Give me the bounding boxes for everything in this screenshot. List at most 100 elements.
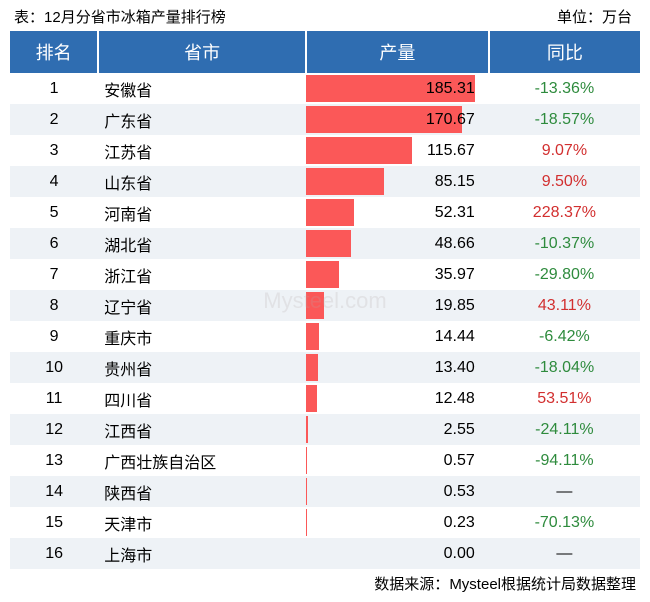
cell-yoy: — — [489, 476, 640, 507]
cell-output: 35.97 — [306, 259, 489, 290]
output-value: 0.57 — [444, 452, 475, 469]
cell-rank: 9 — [10, 321, 98, 352]
cell-rank: 1 — [10, 73, 98, 104]
cell-province: 广西壮族自治区 — [98, 445, 306, 476]
cell-yoy: -29.80% — [489, 259, 640, 290]
output-bar — [306, 261, 339, 288]
output-value: 0.53 — [444, 483, 475, 500]
table-row: 6湖北省48.66-10.37% — [10, 228, 640, 259]
cell-output: 12.48 — [306, 383, 489, 414]
cell-output: 0.23 — [306, 507, 489, 538]
cell-province: 天津市 — [98, 507, 306, 538]
cell-yoy: -13.36% — [489, 73, 640, 104]
cell-output: 14.44 — [306, 321, 489, 352]
table-row: 3江苏省115.679.07% — [10, 135, 640, 166]
cell-output: 85.15 — [306, 166, 489, 197]
cell-rank: 11 — [10, 383, 98, 414]
output-value: 35.97 — [435, 266, 475, 283]
cell-province: 陕西省 — [98, 476, 306, 507]
cell-yoy: 53.51% — [489, 383, 640, 414]
cell-province: 四川省 — [98, 383, 306, 414]
cell-rank: 12 — [10, 414, 98, 445]
table-header-row: 排名 省市 产量 同比 — [10, 31, 640, 73]
footer-bar: 数据来源：Mysteel根据统计局数据整理 — [0, 569, 650, 602]
unit-label: 单位：万台 — [557, 6, 632, 27]
cell-rank: 8 — [10, 290, 98, 321]
output-bar — [306, 230, 350, 257]
output-value: 19.85 — [435, 297, 475, 314]
header-bar: 表：12月分省市冰箱产量排行榜 单位：万台 — [0, 0, 650, 31]
cell-province: 安徽省 — [98, 73, 306, 104]
output-value: 85.15 — [435, 173, 475, 190]
output-bar — [306, 447, 307, 474]
cell-province: 上海市 — [98, 538, 306, 569]
col-header-yoy: 同比 — [489, 31, 640, 73]
table-row: 9重庆市 14.44 -6.42% — [10, 321, 640, 352]
cell-province: 江西省 — [98, 414, 306, 445]
cell-output: 0.53 — [306, 476, 489, 507]
col-header-rank: 排名 — [10, 31, 98, 73]
cell-yoy: -94.11% — [489, 445, 640, 476]
cell-yoy: -6.42% — [489, 321, 640, 352]
table-row: 11四川省 12.48 53.51% — [10, 383, 640, 414]
cell-rank: 3 — [10, 135, 98, 166]
cell-rank: 15 — [10, 507, 98, 538]
cell-output: 19.85 — [306, 290, 489, 321]
title-prefix: 表： — [14, 9, 44, 26]
cell-province: 江苏省 — [98, 135, 306, 166]
table-row: 2广东省 170.67 -18.57% — [10, 104, 640, 135]
cell-rank: 2 — [10, 104, 98, 135]
cell-output: 48.66 — [306, 228, 489, 259]
cell-rank: 7 — [10, 259, 98, 290]
cell-output: 52.31 — [306, 197, 489, 228]
source-text: Mysteel根据统计局数据整理 — [449, 576, 636, 593]
cell-rank: 14 — [10, 476, 98, 507]
output-value: 115.67 — [427, 142, 475, 159]
source-prefix: 数据来源： — [374, 576, 449, 593]
table-row: 4山东省85.159.50% — [10, 166, 640, 197]
cell-province: 广东省 — [98, 104, 306, 135]
cell-yoy: -70.13% — [489, 507, 640, 538]
col-header-output: 产量 — [306, 31, 489, 73]
output-value: 0.23 — [444, 514, 475, 531]
cell-output: 13.40 — [306, 352, 489, 383]
cell-output: 0.57 — [306, 445, 489, 476]
unit-prefix: 单位： — [557, 9, 602, 26]
table-row: 16上海市0.00— — [10, 538, 640, 569]
cell-province: 浙江省 — [98, 259, 306, 290]
cell-rank: 6 — [10, 228, 98, 259]
cell-rank: 10 — [10, 352, 98, 383]
cell-yoy: -24.11% — [489, 414, 640, 445]
output-bar — [306, 168, 384, 195]
output-value: 12.48 — [435, 390, 475, 407]
output-bar — [306, 354, 318, 381]
output-bar — [306, 385, 317, 412]
title-text: 12月分省市冰箱产量排行榜 — [44, 9, 226, 26]
table-row: 10贵州省13.40-18.04% — [10, 352, 640, 383]
output-bar — [306, 323, 319, 350]
cell-output: 2.55 — [306, 414, 489, 445]
unit-text: 万台 — [602, 9, 632, 26]
output-value: 170.67 — [426, 111, 475, 128]
cell-rank: 5 — [10, 197, 98, 228]
output-bar — [306, 137, 412, 164]
col-header-province: 省市 — [98, 31, 306, 73]
table-row: 15天津市 0.23 -70.13% — [10, 507, 640, 538]
table-row: 13广西壮族自治区 0.57 -94.11% — [10, 445, 640, 476]
output-bar — [306, 199, 354, 226]
output-value: 14.44 — [435, 328, 475, 345]
table-row: 7浙江省 35.97 -29.80% — [10, 259, 640, 290]
cell-output: 115.67 — [306, 135, 489, 166]
table-row: 5河南省52.31228.37% — [10, 197, 640, 228]
cell-rank: 13 — [10, 445, 98, 476]
output-bar — [306, 416, 308, 443]
ranking-table: 排名 省市 产量 同比 1安徽省185.31-13.36%2广东省170.67-… — [10, 31, 640, 569]
table-row: 1安徽省185.31-13.36% — [10, 73, 640, 104]
cell-yoy: -18.57% — [489, 104, 640, 135]
cell-province: 贵州省 — [98, 352, 306, 383]
output-value: 0.00 — [444, 545, 475, 562]
cell-province: 重庆市 — [98, 321, 306, 352]
cell-yoy: 43.11% — [489, 290, 640, 321]
cell-rank: 4 — [10, 166, 98, 197]
table-row: 14陕西省 0.53 — — [10, 476, 640, 507]
